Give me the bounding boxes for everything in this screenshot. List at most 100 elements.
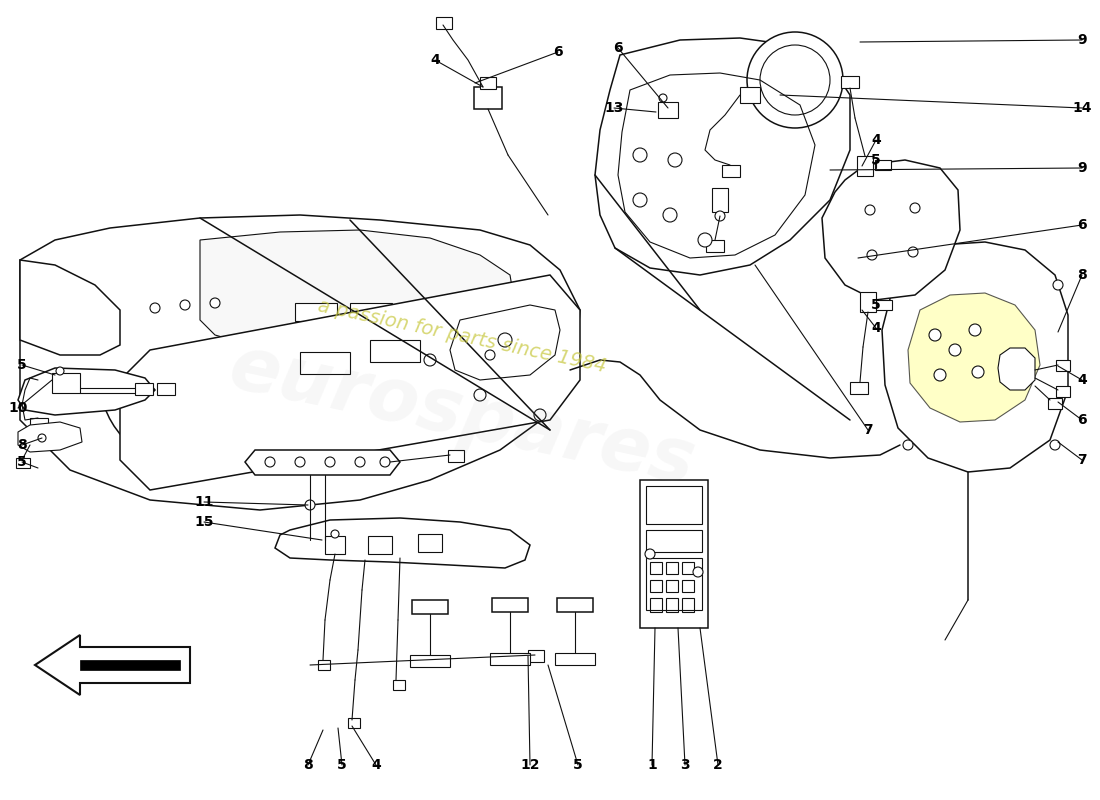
Text: 8: 8 <box>1077 268 1087 282</box>
Text: 9: 9 <box>1077 161 1087 175</box>
Polygon shape <box>200 230 515 355</box>
Circle shape <box>867 250 877 260</box>
Bar <box>860 292 876 312</box>
Text: 8: 8 <box>304 758 312 772</box>
Text: 6: 6 <box>613 41 623 55</box>
Polygon shape <box>998 348 1035 390</box>
Circle shape <box>645 549 654 559</box>
Circle shape <box>210 298 220 308</box>
Text: 5: 5 <box>18 455 26 469</box>
Circle shape <box>56 367 64 375</box>
Bar <box>490 653 530 665</box>
Circle shape <box>715 211 725 221</box>
Polygon shape <box>595 38 850 275</box>
Bar <box>658 102 678 118</box>
Text: 14: 14 <box>1072 101 1091 115</box>
Text: 4: 4 <box>371 758 381 772</box>
Circle shape <box>265 457 275 467</box>
Bar <box>706 240 724 252</box>
Bar <box>557 598 593 612</box>
Bar <box>712 188 728 212</box>
Circle shape <box>865 205 874 215</box>
Text: 6: 6 <box>553 45 563 59</box>
Polygon shape <box>18 422 82 452</box>
Text: 4: 4 <box>430 53 440 67</box>
Bar <box>650 580 662 592</box>
Circle shape <box>969 324 981 336</box>
Bar <box>418 534 442 552</box>
Text: 5: 5 <box>18 358 26 372</box>
Circle shape <box>474 389 486 401</box>
Circle shape <box>485 350 495 360</box>
Circle shape <box>668 153 682 167</box>
Circle shape <box>908 247 918 257</box>
Bar <box>324 536 345 554</box>
Circle shape <box>632 193 647 207</box>
Bar <box>295 303 337 321</box>
Bar <box>410 655 450 667</box>
Polygon shape <box>275 518 530 568</box>
Bar <box>722 165 740 177</box>
Bar <box>52 373 80 393</box>
Circle shape <box>663 208 676 222</box>
Polygon shape <box>120 275 580 490</box>
Bar <box>80 660 180 670</box>
Bar <box>1048 398 1062 409</box>
Polygon shape <box>908 293 1040 422</box>
Text: 3: 3 <box>680 758 690 772</box>
Bar <box>666 562 678 574</box>
Circle shape <box>934 369 946 381</box>
Bar <box>480 77 496 89</box>
Bar <box>30 418 48 430</box>
Bar <box>16 458 30 468</box>
Text: 13: 13 <box>604 101 624 115</box>
Circle shape <box>379 457 390 467</box>
Text: 11: 11 <box>195 495 213 509</box>
Bar <box>350 303 392 321</box>
Circle shape <box>150 303 160 313</box>
Bar <box>320 540 330 556</box>
Circle shape <box>693 567 703 577</box>
Circle shape <box>331 530 339 538</box>
Text: 12: 12 <box>520 758 540 772</box>
Circle shape <box>698 233 712 247</box>
Bar <box>412 600 448 614</box>
Circle shape <box>910 203 920 213</box>
Text: 9: 9 <box>1077 33 1087 47</box>
Polygon shape <box>20 215 580 510</box>
Bar <box>876 300 892 310</box>
Circle shape <box>972 366 984 378</box>
Circle shape <box>659 94 667 102</box>
Text: 1: 1 <box>647 758 657 772</box>
Text: 5: 5 <box>573 758 583 772</box>
Text: eurospares: eurospares <box>222 331 702 501</box>
Text: a passion for parts since 1984: a passion for parts since 1984 <box>316 296 608 376</box>
Bar <box>157 383 175 395</box>
Bar <box>650 562 662 574</box>
Circle shape <box>424 354 436 366</box>
Bar <box>348 718 360 728</box>
Bar <box>528 650 544 662</box>
Bar <box>646 486 702 524</box>
Bar <box>492 598 528 612</box>
Text: 5: 5 <box>871 153 881 167</box>
Bar <box>135 383 153 395</box>
Bar <box>646 558 702 610</box>
Circle shape <box>324 457 336 467</box>
Bar <box>300 352 350 374</box>
Circle shape <box>295 457 305 467</box>
Text: 6: 6 <box>1077 218 1087 232</box>
Text: 5: 5 <box>337 758 346 772</box>
Bar <box>740 87 760 103</box>
Circle shape <box>930 329 940 341</box>
Polygon shape <box>245 450 400 475</box>
Circle shape <box>534 409 546 421</box>
Polygon shape <box>35 635 190 695</box>
Polygon shape <box>450 305 560 380</box>
Circle shape <box>747 32 843 128</box>
Bar <box>393 680 405 690</box>
Circle shape <box>305 500 315 510</box>
Circle shape <box>949 344 961 356</box>
Bar <box>448 450 464 462</box>
Bar <box>368 536 392 554</box>
